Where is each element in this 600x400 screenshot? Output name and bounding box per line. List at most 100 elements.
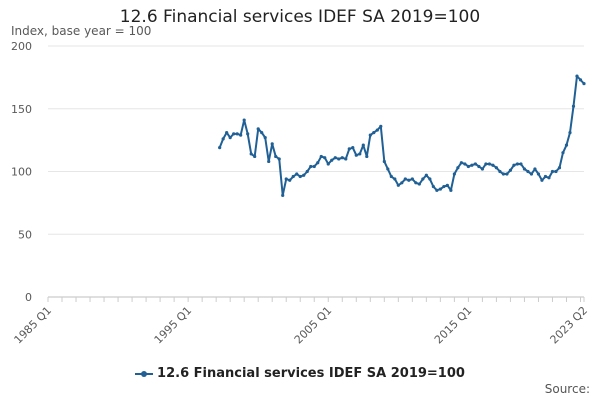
x-tick-label: 2015 Q1 (432, 304, 475, 347)
data-point (484, 162, 488, 166)
x-axis: 1985 Q1 1995 Q1 2005 Q1 2015 Q1 2023 Q2 (12, 297, 591, 347)
data-point (319, 154, 323, 159)
data-point (288, 178, 292, 182)
data-point (442, 184, 446, 189)
data-point (333, 156, 337, 160)
data-point (239, 133, 243, 137)
data-point (494, 166, 499, 170)
x-tick-label: 1985 Q1 (12, 304, 55, 347)
data-point (330, 158, 334, 162)
data-point (501, 172, 506, 176)
y-tick-label: 0 (25, 291, 32, 304)
data-point (414, 181, 418, 185)
data-point (291, 174, 295, 179)
data-point (571, 104, 576, 108)
data-point (410, 177, 414, 181)
data-point (477, 164, 481, 169)
data-point (389, 174, 393, 179)
y-tick-label: 50 (18, 228, 32, 241)
source-label: Source: (544, 382, 590, 396)
data-point (361, 143, 365, 147)
data-point (298, 174, 302, 179)
data-point (372, 130, 376, 135)
data-point (302, 173, 306, 177)
data-point (519, 162, 523, 166)
data-point (526, 169, 530, 174)
data-point (407, 178, 411, 182)
x-tick-label: 2005 Q1 (292, 304, 335, 347)
data-point (452, 172, 456, 176)
data-point (344, 157, 348, 161)
data-point (568, 130, 572, 135)
data-point (274, 154, 278, 159)
data-point (473, 162, 477, 166)
data-point (480, 167, 485, 171)
gridlines (48, 45, 584, 298)
data-point (543, 174, 548, 179)
data-point (487, 162, 492, 166)
data-point (235, 132, 239, 136)
data-point (337, 157, 341, 161)
data-point (564, 143, 569, 147)
data-point (491, 163, 495, 167)
data-point (295, 172, 299, 176)
data-point (470, 163, 474, 167)
data-point (403, 177, 407, 181)
data-point (431, 184, 435, 189)
data-point (351, 146, 355, 150)
data-point (228, 136, 232, 140)
data-point (522, 167, 527, 171)
data-point (354, 153, 358, 157)
series-layer (218, 74, 586, 197)
data-point (232, 132, 236, 136)
data-point (515, 162, 520, 166)
data-point (575, 74, 579, 78)
data-point (578, 78, 583, 82)
data-point (326, 162, 330, 166)
data-point (529, 172, 534, 176)
data-point (435, 188, 439, 192)
data-point (400, 181, 404, 185)
data-point (340, 156, 344, 160)
data-point (463, 162, 467, 166)
data-point (456, 166, 460, 170)
data-point (557, 166, 562, 170)
y-tick-label: 200 (11, 40, 32, 53)
data-point (309, 164, 313, 169)
data-point (263, 136, 267, 140)
legend: 12.6 Financial services IDEF SA 2019=100 (0, 366, 600, 381)
data-point (242, 118, 246, 122)
data-point (316, 161, 320, 165)
data-point (358, 152, 362, 156)
data-point (281, 193, 285, 197)
data-point (561, 151, 565, 155)
data-point (582, 82, 586, 86)
data-point (393, 177, 397, 181)
legend-label: 12.6 Financial services IDEF SA 2019=100 (157, 366, 465, 381)
data-point (386, 167, 390, 171)
x-tick-label: 1995 Q1 (152, 304, 195, 347)
data-point (459, 161, 463, 165)
data-point (428, 177, 432, 181)
data-point (498, 169, 502, 174)
data-point (249, 152, 253, 156)
y-axis-ticks: 0 50 100 150 200 (11, 40, 32, 304)
y-axis-title: Index, base year = 100 (11, 24, 152, 38)
data-point (312, 164, 316, 169)
data-point (267, 159, 271, 164)
data-point (417, 182, 421, 186)
data-point (246, 132, 250, 136)
data-point (449, 188, 453, 192)
data-point (277, 157, 281, 161)
data-point (536, 172, 541, 176)
x-tick-label: 2023 Q2 (548, 304, 591, 347)
data-point (421, 177, 425, 181)
data-point (424, 173, 428, 177)
data-point (466, 164, 470, 169)
data-point (305, 169, 309, 174)
data-point (396, 183, 400, 187)
data-point (438, 187, 442, 191)
data-point (533, 167, 537, 171)
data-point (368, 133, 372, 137)
